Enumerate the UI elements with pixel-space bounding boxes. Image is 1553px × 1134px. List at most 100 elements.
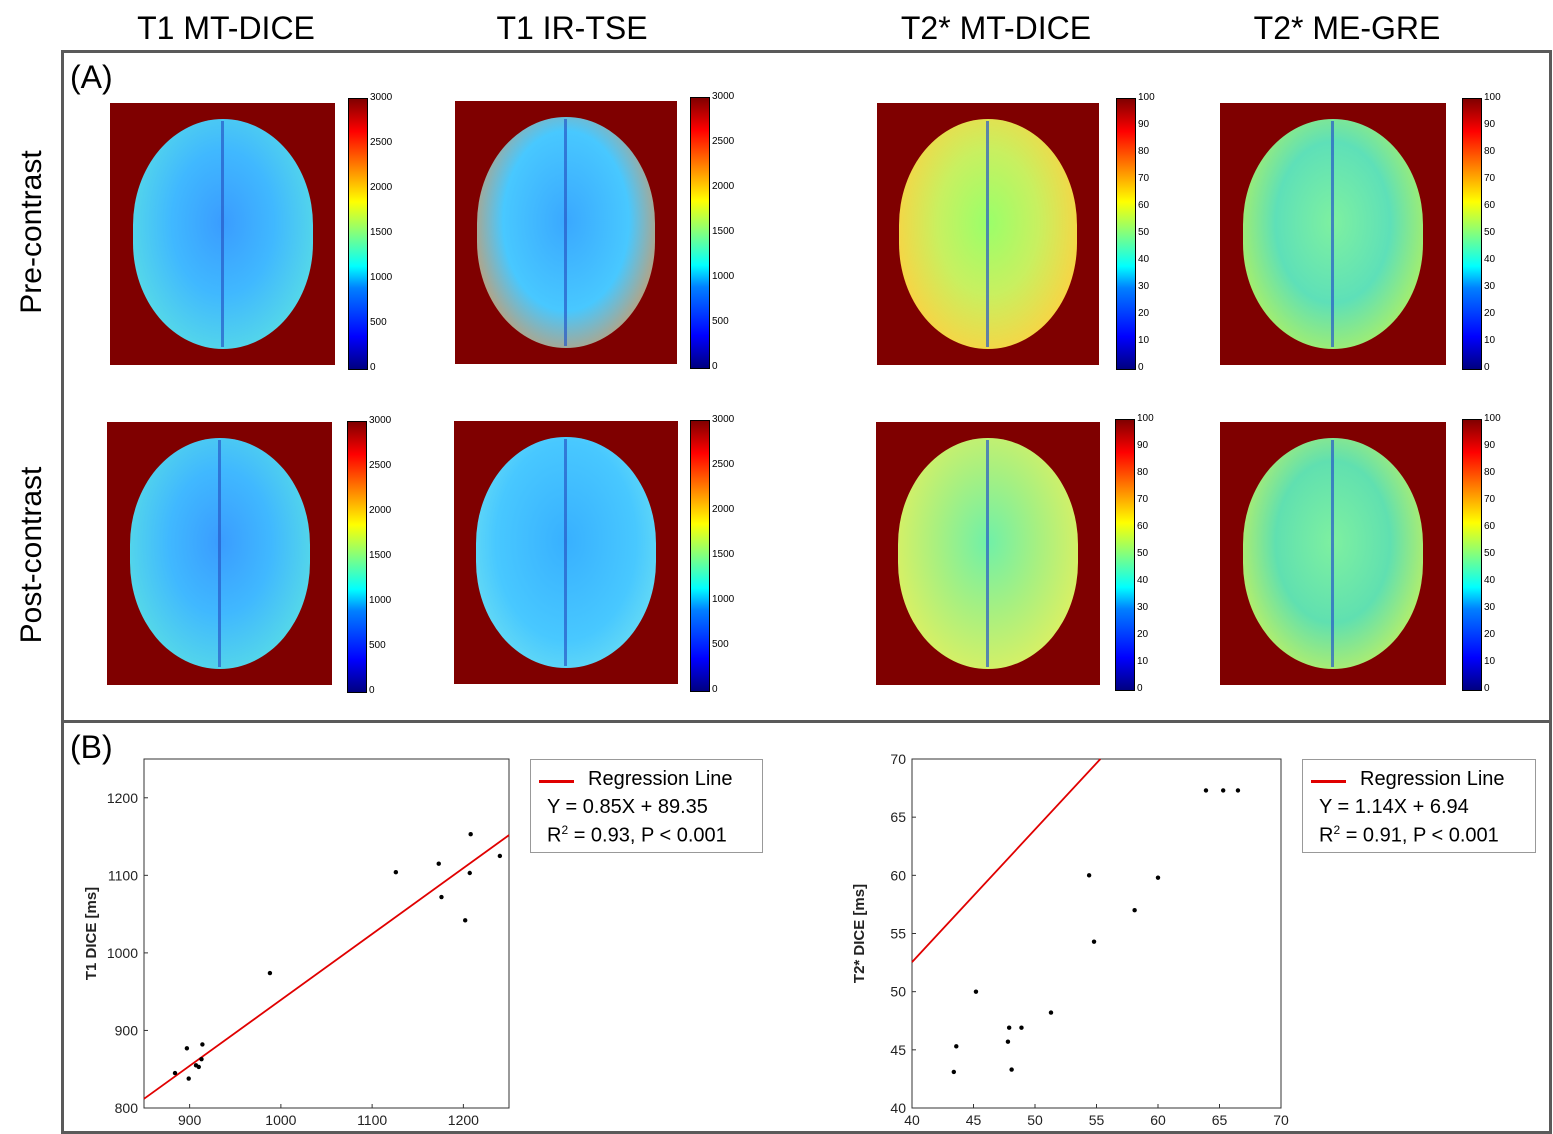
brain-map-t1-ir-tse-post xyxy=(454,421,678,684)
panel-b: (B) xyxy=(61,720,1552,1134)
colorbar-tick-label: 50 xyxy=(1137,548,1149,559)
colorbar-tick-label: 500 xyxy=(370,317,387,328)
colorbar-tick-label: 100 xyxy=(1484,413,1501,424)
y-tick-label: 70 xyxy=(890,751,906,767)
colorbar-tick-label: 0 xyxy=(1484,683,1490,694)
y-tick-label: 45 xyxy=(890,1042,906,1058)
colorbar-tick-label: 20 xyxy=(1484,308,1496,319)
legend-regression-line-swatch xyxy=(539,780,574,783)
colorbar-t2-mt-dice-post xyxy=(1115,419,1135,691)
colorbar-tick-label: 0 xyxy=(370,362,376,373)
colorbar-tick-label: 80 xyxy=(1484,467,1496,478)
colorbar-tick-label: 10 xyxy=(1484,656,1496,667)
legend-equation: Y = 0.85X + 89.35 xyxy=(547,796,708,818)
colorbar-tick-label: 10 xyxy=(1138,335,1150,346)
colorbar-t1-ir-tse-post xyxy=(690,420,710,692)
x-tick-label: 1000 xyxy=(265,1112,296,1128)
y-tick-label: 55 xyxy=(890,926,906,942)
legend-t1: Regression Line Y = 0.85X + 89.35 R2 = 0… xyxy=(530,759,763,853)
data-point xyxy=(439,894,444,900)
data-point xyxy=(951,1069,957,1075)
colorbar-tick-label: 0 xyxy=(1484,362,1490,373)
colorbar-tick-label: 2500 xyxy=(369,460,392,471)
colorbar-t2-me-gre-post xyxy=(1462,419,1482,691)
colorbar-tick-label: 10 xyxy=(1137,656,1149,667)
midline-fissure xyxy=(986,440,989,667)
colorbar-tick-label: 500 xyxy=(712,639,729,650)
plot-axes-frame xyxy=(911,758,1282,1109)
colorbar-tick-label: 500 xyxy=(369,640,386,651)
colorbar-tick-label: 2500 xyxy=(712,459,735,470)
data-point xyxy=(467,870,472,876)
data-point xyxy=(267,970,273,976)
colorbar-tick-label: 1000 xyxy=(370,272,393,283)
data-point xyxy=(1048,1010,1054,1015)
data-point xyxy=(1006,1025,1012,1030)
colorbar-tick-label: 50 xyxy=(1484,227,1496,238)
colorbar-tick-label: 0 xyxy=(712,684,718,695)
colorbar-tick-label: 1500 xyxy=(369,550,392,561)
midline-fissure xyxy=(564,439,567,666)
midline-fissure xyxy=(564,119,567,346)
x-tick-label: 1200 xyxy=(448,1112,479,1128)
brain-map-t1-mt-dice-post xyxy=(107,422,332,685)
y-tick-label: 40 xyxy=(890,1100,906,1116)
data-point xyxy=(463,918,468,923)
legend-t2: Regression Line Y = 1.14X + 6.94 R2 = 0.… xyxy=(1302,759,1536,853)
y-tick-label: 50 xyxy=(890,984,906,1000)
colorbar-tick-label: 2500 xyxy=(370,137,393,148)
midline-fissure xyxy=(1331,440,1334,667)
colorbar-t1-mt-dice-post xyxy=(347,421,367,693)
x-tick-label: 50 xyxy=(1027,1112,1043,1128)
colorbar-tick-label: 2500 xyxy=(712,136,735,147)
row-label-post-contrast: Post-contrast xyxy=(15,466,48,644)
panel-b-label: (B) xyxy=(70,729,113,765)
column-header-t1-ir-tse: T1 IR-TSE xyxy=(496,10,648,46)
data-point xyxy=(1019,1025,1024,1030)
colorbar-tick-label: 20 xyxy=(1137,629,1149,640)
colorbar-tick-label: 100 xyxy=(1138,92,1155,103)
colorbar-tick-label: 500 xyxy=(712,316,729,327)
midline-fissure xyxy=(986,121,989,347)
brain-map-t2-me-gre-pre xyxy=(1220,103,1446,365)
midline-fissure xyxy=(220,121,224,347)
y-tick-label: 900 xyxy=(115,1022,139,1038)
legend-stats: R2 = 0.91, P < 0.001 xyxy=(1319,823,1499,847)
colorbar-tick-label: 90 xyxy=(1484,440,1496,451)
midline-fissure xyxy=(217,440,221,667)
colorbar-t2-me-gre-pre xyxy=(1462,98,1482,370)
y-axis-label: T2* DICE [ms] xyxy=(851,884,868,983)
x-tick-label: 70 xyxy=(1273,1112,1289,1128)
data-point xyxy=(199,1056,204,1062)
colorbar-tick-label: 40 xyxy=(1137,575,1149,586)
colorbar-tick-label: 2000 xyxy=(712,504,735,515)
colorbar-tick-label: 1000 xyxy=(369,595,392,606)
legend-equation: Y = 1.14X + 6.94 xyxy=(1319,796,1469,818)
regression-line xyxy=(143,834,510,1100)
colorbar-tick-label: 70 xyxy=(1137,494,1149,505)
colorbar-tick-label: 1500 xyxy=(712,226,735,237)
x-tick-label: 900 xyxy=(178,1112,202,1128)
midline-fissure xyxy=(1331,121,1334,347)
colorbar-tick-label: 0 xyxy=(369,685,375,696)
data-point xyxy=(184,1046,190,1051)
colorbar-tick-label: 90 xyxy=(1484,119,1496,130)
colorbar-tick-label: 30 xyxy=(1484,281,1496,292)
data-point xyxy=(200,1042,205,1047)
data-point xyxy=(393,870,399,875)
y-tick-label: 65 xyxy=(890,809,906,825)
colorbar-t1-ir-tse-pre xyxy=(690,97,710,369)
colorbar-tick-label: 20 xyxy=(1484,629,1496,640)
colorbar-tick-label: 70 xyxy=(1484,173,1496,184)
data-point xyxy=(468,832,473,837)
brain-map-t2-mt-dice-post xyxy=(876,422,1100,685)
panel-a-label: (A) xyxy=(70,59,113,95)
colorbar-tick-label: 80 xyxy=(1138,146,1150,157)
colorbar-tick-label: 90 xyxy=(1137,440,1149,451)
colorbar-tick-label: 80 xyxy=(1137,467,1149,478)
data-point xyxy=(1132,908,1137,913)
column-header-t2-mt-dice: T2* MT-DICE xyxy=(900,10,1092,46)
x-tick-label: 1100 xyxy=(357,1112,387,1128)
x-tick-label: 40 xyxy=(904,1112,920,1128)
x-tick-label: 60 xyxy=(1150,1112,1166,1128)
